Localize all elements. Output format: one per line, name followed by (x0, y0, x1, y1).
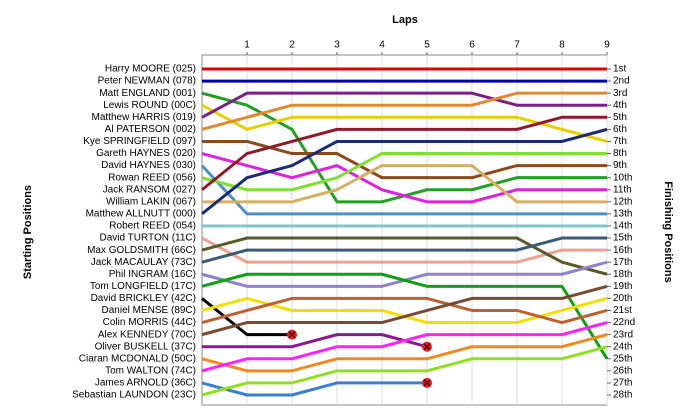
position-line (200, 164, 607, 216)
y2-tick-label: 7th (613, 136, 627, 147)
driver-label: David HAYNES (030) (101, 160, 196, 171)
y2-tick-label: 26th (613, 365, 632, 376)
y2-tick-label: 21st (613, 305, 632, 316)
driver-label: Peter NEWMAN (078) (98, 76, 196, 87)
y2-tick-label: 9th (613, 160, 627, 171)
y2-tick-label: 5th (613, 112, 627, 123)
driver-label: Matt ENGLAND (001) (99, 88, 196, 99)
y2-tick-label: 3rd (613, 88, 627, 99)
driver-label: Daniel MENSE (89C) (102, 305, 196, 316)
position-line (201, 321, 608, 373)
position-line (201, 333, 608, 373)
position-line (201, 345, 608, 397)
driver-label: James ARNOLD (36C) (95, 378, 196, 389)
driver-label: Jack MACAULAY (73C) (91, 257, 196, 268)
y2-tick-label: 2nd (613, 76, 630, 87)
y2-tick-label: 6th (613, 124, 627, 135)
x-tick-label: 3 (334, 40, 340, 51)
position-line (201, 91, 607, 131)
x-tick-label: 9 (604, 40, 610, 51)
plot-frame (201, 54, 608, 406)
driver-label: Al PATERSON (002) (105, 124, 196, 135)
retirement-marker (423, 343, 431, 351)
y2-tick-label: 28th (613, 390, 632, 401)
x-tick-label: 5 (424, 40, 430, 51)
y2-tick-label: 13th (613, 209, 632, 220)
position-line (201, 272, 609, 360)
driver-label: Gareth HAYNES (020) (96, 148, 196, 159)
x-tick-label: 4 (379, 40, 385, 51)
driver-label: Phil INGRAM (16C) (109, 269, 196, 280)
y2-tick-label: 11th (613, 184, 632, 195)
x-tick-label: 1 (244, 40, 250, 51)
y2-tick-label: 20th (613, 293, 632, 304)
driver-label: Ciaran MCDONALD (50C) (79, 353, 196, 364)
position-line (201, 127, 608, 216)
driver-label: Robert REED (054) (109, 221, 196, 232)
position-line (201, 152, 607, 192)
position-line (201, 381, 427, 397)
y2-tick-label: 24th (613, 341, 632, 352)
driver-label: Kye SPRINGFIELD (097) (83, 136, 196, 147)
driver-label: Matthew HARRIS (019) (92, 112, 196, 123)
driver-label: Jack RANSOM (027) (103, 184, 196, 195)
y2-tick-label: 12th (613, 196, 632, 207)
driver-label: Sebastian LAUNDON (23C) (72, 390, 196, 401)
driver-label: Tom LONGFIELD (17C) (90, 281, 196, 292)
position-line (201, 115, 607, 191)
driver-label: Colin MORRIS (44C) (103, 317, 196, 328)
y2-tick-label: 14th (613, 221, 632, 232)
position-line (201, 284, 608, 337)
driver-label: Matthew ALLNUTT (000) (86, 209, 196, 220)
position-line (202, 164, 607, 204)
y2-tick-label: 16th (613, 245, 632, 256)
position-line (201, 296, 608, 325)
y2-tick-label: 23rd (613, 329, 633, 340)
driver-label: Alex KENNEDY (70C) (98, 329, 196, 340)
x-tick-label: 8 (559, 40, 565, 51)
driver-label: Oliver BUSKELL (37C) (95, 341, 196, 352)
position-line (201, 297, 292, 337)
driver-label: Harry MOORE (025) (105, 64, 196, 75)
y2-tick-label: 27th (613, 378, 632, 389)
y2-tick-label: 1st (613, 64, 627, 75)
x-tick-label: 7 (514, 40, 520, 51)
position-line (202, 333, 428, 349)
position-line (201, 236, 608, 276)
x-axis-label: Laps (392, 14, 418, 26)
driver-label: Rowan REED (056) (108, 172, 196, 183)
y2-tick-label: 15th (613, 233, 632, 244)
driver-label: Lewis ROUND (00C) (103, 100, 196, 111)
y2-tick-label: 25th (613, 353, 632, 364)
retirement-marker (288, 331, 296, 339)
y2-tick-label: 22nd (613, 317, 635, 328)
driver-label: David BRICKLEY (42C) (91, 293, 196, 304)
y2-tick-label: 18th (613, 269, 632, 280)
driver-label: David TURTON (11C) (99, 233, 196, 244)
position-line (201, 91, 607, 119)
driver-label: William LAKIN (067) (106, 196, 196, 207)
y-axis-label: Starting Positions (22, 185, 34, 279)
x-tick-label: 2 (289, 40, 295, 51)
y2-tick-label: 17th (613, 257, 632, 268)
driver-label: Tom WALTON (74C) (105, 365, 196, 376)
y2-tick-label: 8th (613, 148, 627, 159)
driver-label: Max GOLDSMITH (66C) (87, 245, 196, 256)
y2-tick-label: 4th (613, 100, 627, 111)
y2-axis-label: Finishing Positions (662, 181, 674, 282)
retirement-marker (423, 379, 431, 387)
position-line (201, 236, 607, 264)
x-tick-label: 6 (469, 40, 475, 51)
y2-tick-label: 19th (613, 281, 632, 292)
position-line (201, 236, 607, 264)
y2-tick-label: 10th (613, 172, 632, 183)
